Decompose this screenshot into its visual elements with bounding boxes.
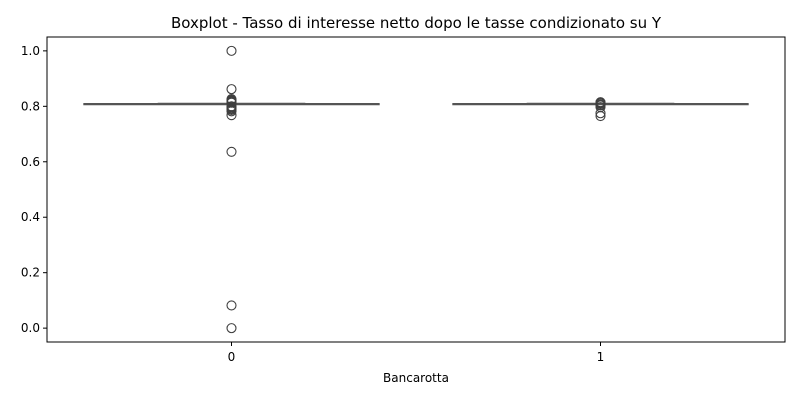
boxes-layer: [83, 45, 749, 334]
x-tick-label: 1: [597, 350, 605, 364]
box-group-1: [452, 97, 749, 122]
outlier-point: [226, 300, 237, 311]
outlier-point: [226, 84, 237, 95]
outlier-point: [226, 45, 237, 56]
chart-title: Boxplot - Tasso di interesse netto dopo …: [171, 14, 662, 32]
outlier-point: [226, 146, 237, 157]
y-tick-label: 0.0: [21, 321, 40, 335]
x-tick-label: 0: [228, 350, 236, 364]
outlier-point: [226, 323, 237, 334]
x-axis-title: Bancarotta: [383, 371, 449, 385]
y-tick-label: 0.2: [21, 266, 40, 280]
y-tick-label: 1.0: [21, 44, 40, 58]
y-axis: 0.0 0.2 0.4 0.6 0.8 1.0: [21, 44, 47, 335]
outlier-point: [226, 106, 237, 117]
outlier-point: [595, 108, 606, 119]
y-tick-label: 0.6: [21, 155, 40, 169]
plot-area-frame: [46, 36, 786, 343]
y-tick-label: 0.8: [21, 99, 40, 113]
outlier-point: [595, 110, 606, 122]
box-group-0: [83, 45, 380, 334]
y-tick-label: 0.4: [21, 210, 40, 224]
outlier-point: [226, 110, 237, 121]
